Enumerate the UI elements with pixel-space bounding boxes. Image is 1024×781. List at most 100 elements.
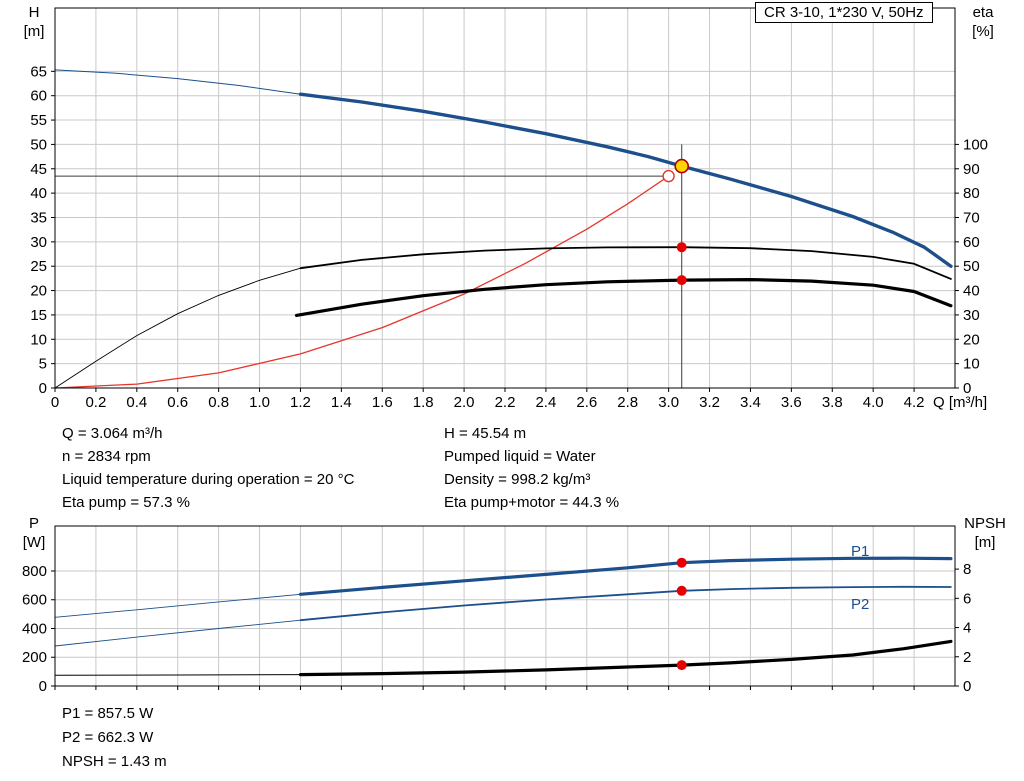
pump-model-title: CR 3-10, 1*230 V, 50Hz: [755, 2, 933, 23]
svg-text:3.4: 3.4: [740, 394, 761, 411]
duty-point-markers: [662, 158, 690, 286]
svg-text:3.2: 3.2: [699, 394, 720, 411]
svg-text:20: 20: [30, 283, 47, 300]
info-liquid-temperature: Liquid temperature during operation = 20…: [62, 471, 355, 488]
svg-text:35: 35: [30, 209, 47, 226]
eta-axis-unit: [%]: [972, 23, 994, 40]
svg-text:0: 0: [963, 380, 971, 397]
series-p1-curve: [298, 556, 953, 596]
svg-text:50: 50: [30, 136, 47, 153]
p-axis-symbol: P: [28, 515, 39, 532]
svg-text:3.0: 3.0: [658, 394, 679, 411]
svg-text:3.8: 3.8: [822, 394, 843, 411]
svg-text:0: 0: [39, 678, 47, 695]
info-eta-pump: Eta pump = 57.3 %: [62, 494, 190, 511]
svg-text:0.2: 0.2: [85, 394, 106, 411]
svg-text:200: 200: [22, 649, 47, 666]
eta-pump-duty-point: [676, 242, 687, 253]
svg-text:20: 20: [963, 331, 980, 348]
info-right-column: H = 45.54 m Pumped liquid = Water Densit…: [444, 422, 619, 514]
svg-text:4.2: 4.2: [904, 394, 925, 411]
svg-text:50: 50: [963, 258, 980, 275]
svg-text:0: 0: [39, 380, 47, 397]
series-eta-pump: [299, 246, 952, 280]
plot-border: [54, 7, 956, 389]
svg-text:8: 8: [963, 561, 971, 578]
svg-text:2.6: 2.6: [576, 394, 597, 411]
grid-lines: [55, 8, 955, 388]
series-p1-low-flow: [54, 593, 301, 618]
svg-text:0.8: 0.8: [208, 394, 229, 411]
series-eta-pump-motor: [294, 278, 953, 317]
series-system-curve: [54, 175, 670, 389]
svg-text:45: 45: [30, 161, 47, 178]
p2-curve-label: P2: [851, 596, 870, 613]
svg-text:30: 30: [30, 234, 47, 251]
eta-pump-motor-duty-point: [676, 275, 687, 286]
info-h: H = 45.54 m: [444, 425, 527, 442]
svg-text:55: 55: [30, 112, 47, 129]
p1-duty-point: [676, 557, 687, 568]
svg-text:1.6: 1.6: [372, 394, 393, 411]
h-axis-unit: [m]: [23, 23, 45, 40]
p-axis-unit: [W]: [22, 534, 46, 551]
svg-text:6: 6: [963, 590, 971, 607]
power-npsh-chart: 0 200 400 600 800 0 2 4 6 8: [22, 525, 971, 695]
p1-curve-label: P1: [851, 543, 870, 560]
p-axis-label: P [W]: [14, 514, 54, 552]
h-axis-label: H [m]: [14, 3, 54, 41]
svg-text:0: 0: [963, 678, 971, 695]
info-npsh: NPSH = 1.43 m: [62, 753, 167, 770]
series-npsh-curve: [298, 639, 953, 677]
svg-text:1.0: 1.0: [249, 394, 270, 411]
info-pumped-liquid: Pumped liquid = Water: [444, 448, 596, 465]
duty-point-markers: [676, 557, 687, 671]
h-axis-symbol: H: [28, 4, 40, 21]
info-left-column: Q = 3.064 m³/h n = 2834 rpm Liquid tempe…: [62, 422, 354, 514]
svg-text:2: 2: [963, 649, 971, 666]
svg-text:80: 80: [963, 185, 980, 202]
svg-text:2.4: 2.4: [535, 394, 556, 411]
svg-text:70: 70: [963, 209, 980, 226]
axis-ticks: 0 0.2 0.4 0.6 0.8 1.0 1.2 1.4 1.6 1.8 2.0 2.2 2.4 2.6…: [30, 63, 988, 411]
svg-text:3.6: 3.6: [781, 394, 802, 411]
footer-values: P1 = 857.5 W P2 = 662.3 W NPSH = 1.43 m: [62, 702, 167, 774]
svg-text:5: 5: [39, 356, 47, 373]
svg-text:1.2: 1.2: [290, 394, 311, 411]
svg-text:0.6: 0.6: [167, 394, 188, 411]
duty-point-crosshair: [55, 144, 683, 388]
svg-text:800: 800: [22, 563, 47, 580]
svg-text:0: 0: [51, 394, 59, 411]
p2-duty-point: [676, 585, 687, 596]
info-density: Density = 998.2 kg/m³: [444, 471, 591, 488]
svg-text:65: 65: [30, 63, 47, 80]
svg-text:60: 60: [30, 88, 47, 105]
npsh-axis-symbol: NPSH: [964, 515, 1006, 532]
svg-text:400: 400: [22, 620, 47, 637]
series-p2-low-flow: [54, 619, 301, 647]
svg-text:4.0: 4.0: [863, 394, 884, 411]
curve-series: [54, 69, 953, 389]
svg-text:2.0: 2.0: [454, 394, 475, 411]
svg-text:90: 90: [963, 161, 980, 178]
svg-text:4: 4: [963, 620, 971, 637]
svg-text:40: 40: [963, 283, 980, 300]
svg-text:60: 60: [963, 234, 980, 251]
svg-text:25: 25: [30, 258, 47, 275]
series-npsh-low-flow: [54, 674, 301, 676]
eta-axis-label: eta [%]: [960, 3, 1006, 41]
svg-text:0.4: 0.4: [126, 394, 147, 411]
svg-text:Q [m³/h]: Q [m³/h]: [933, 394, 987, 411]
svg-text:1.4: 1.4: [331, 394, 352, 411]
svg-text:40: 40: [30, 185, 47, 202]
svg-text:1.8: 1.8: [413, 394, 434, 411]
npsh-duty-point: [676, 660, 687, 671]
head-flow-chart: 0 0.2 0.4 0.6 0.8 1.0 1.2 1.4 1.6 1.8 2.0 2.2 2.4 2.6…: [30, 7, 988, 411]
svg-text:2.2: 2.2: [495, 394, 516, 411]
series-head-curve: [298, 92, 953, 268]
info-eta-pump-motor: Eta pump+motor = 44.3 %: [444, 494, 620, 511]
requested-duty-point: [662, 169, 675, 183]
eta-axis-symbol: eta: [972, 4, 994, 21]
info-p2: P2 = 662.3 W: [62, 729, 154, 746]
